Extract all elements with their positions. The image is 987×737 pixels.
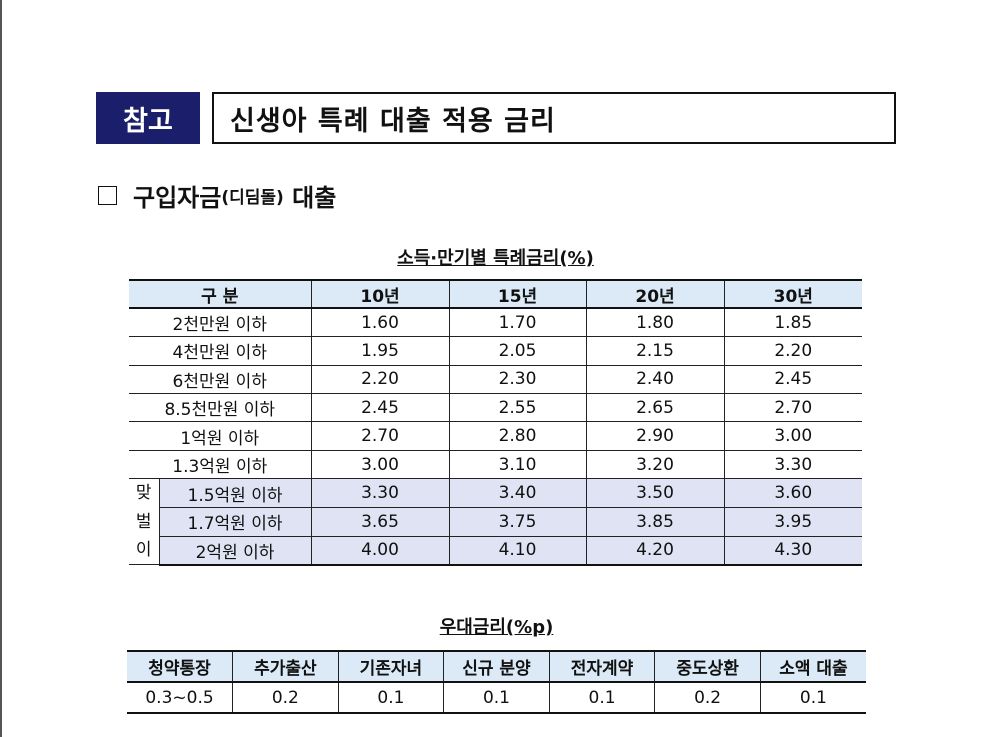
header-cell: 소액 대출	[759, 650, 866, 683]
income-bracket-label: 6천만원 이하	[129, 364, 312, 395]
header-cell: 신규 분양	[443, 650, 550, 683]
pref-rate-cell: 0.1	[337, 681, 445, 714]
pref-rate-cell: 0.2	[654, 681, 761, 714]
table-row: 1억원 이하 2.70 2.80 2.90 3.00	[129, 421, 863, 451]
pref-rate-cell: 0.1	[548, 681, 656, 714]
pref-rate-cell: 0.3~0.5	[127, 681, 234, 714]
rate-cell: 3.20	[585, 449, 725, 480]
rate-cell: 3.75	[448, 506, 587, 537]
rate-cell: 2.55	[448, 393, 587, 423]
table-row: 4천만원 이하 1.95 2.05 2.15 2.20	[129, 336, 863, 366]
header-cell-10y: 10년	[310, 278, 450, 310]
rate-cell: 1.70	[448, 307, 587, 338]
preferential-rate-table: 청약통장 추가출산 기존자녀 신규 분양 전자계약 중도상환 소액 대출 0.3…	[127, 650, 866, 714]
rate-cell: 2.90	[585, 421, 725, 451]
rate-cell: 2.70	[310, 421, 450, 451]
table-header-row: 청약통장 추가출산 기존자녀 신규 분양 전자계약 중도상환 소액 대출	[127, 650, 866, 683]
page-title-text: 신생아 특례 대출 적용 금리	[230, 105, 556, 137]
table-row: 8.5천만원 이하 2.45 2.55 2.65 2.70	[129, 393, 863, 423]
rate-cell: 3.60	[723, 478, 863, 508]
header-cell: 중도상환	[654, 650, 761, 683]
rate-cell: 2.20	[723, 336, 863, 366]
rate-cell: 1.60	[310, 307, 450, 338]
rate-cell: 3.40	[448, 478, 587, 508]
rate-cell: 1.85	[723, 307, 863, 338]
header-cell-20y: 20년	[585, 278, 725, 310]
dual-income-label: 맞 벌 이	[129, 478, 160, 566]
rate-cell: 1.95	[310, 336, 450, 366]
rate-cell: 2.05	[448, 336, 587, 366]
page-left-border	[0, 0, 2, 737]
header-cell: 전자계약	[548, 650, 656, 683]
rate-cell: 3.50	[585, 478, 725, 508]
table-row-dual-income: 1.7억원 이하 3.65 3.75 3.85 3.95	[129, 506, 863, 537]
pref-rate-cell: 0.1	[759, 681, 866, 714]
header-cell: 청약통장	[127, 650, 234, 683]
table-row-dual-income: 2억원 이하 4.00 4.10 4.20 4.30	[129, 535, 863, 566]
header-cell-15y: 15년	[448, 278, 587, 310]
section-title-main: 구입자금	[133, 184, 222, 212]
pref-table-caption: 우대금리(%p)	[439, 617, 554, 638]
table-row: 2천만원 이하 1.60 1.70 1.80 1.85	[129, 307, 863, 338]
rate-cell: 3.00	[723, 421, 863, 451]
table-row-dual-income: 맞 벌 이 1.5억원 이하 3.30 3.40 3.50 3.60	[129, 478, 863, 566]
rate-cell: 3.10	[448, 449, 587, 480]
rate-cell: 3.65	[310, 506, 450, 537]
rate-cell: 1.80	[585, 307, 725, 338]
rate-cell: 3.95	[723, 506, 863, 537]
rate-table-caption: 소득·만기별 특례금리(%)	[397, 248, 594, 269]
rate-cell: 3.30	[310, 478, 450, 508]
rate-cell: 2.30	[448, 364, 587, 395]
pref-rate-cell: 0.2	[232, 681, 339, 714]
income-bracket-label: 8.5천만원 이하	[129, 393, 312, 423]
income-bracket-label: 2억원 이하	[158, 535, 312, 566]
section-title-sub: (디딤돌)	[221, 188, 284, 208]
rate-cell: 2.15	[585, 336, 725, 366]
rate-cell: 2.20	[310, 364, 450, 395]
pref-rate-cell: 0.1	[443, 681, 550, 714]
income-bracket-label: 1.3억원 이하	[129, 449, 312, 480]
rate-cell: 2.40	[585, 364, 725, 395]
rate-cell: 3.30	[723, 449, 863, 480]
rate-cell: 4.10	[448, 535, 587, 566]
rate-cell: 4.20	[585, 535, 725, 566]
section-heading: 구입자금 (디딤돌) 대출	[98, 178, 336, 213]
income-bracket-label: 4천만원 이하	[129, 336, 312, 366]
rate-cell: 2.45	[723, 364, 863, 395]
page-title: 신생아 특례 대출 적용 금리	[212, 92, 896, 144]
table-row: 0.3~0.5 0.2 0.1 0.1 0.1 0.2 0.1	[127, 681, 866, 714]
square-bullet-icon	[98, 186, 117, 205]
rate-cell: 2.70	[723, 393, 863, 423]
dual-income-char: 이	[135, 540, 152, 561]
income-bracket-label: 2천만원 이하	[129, 307, 312, 338]
rate-cell: 4.00	[310, 535, 450, 566]
income-bracket-label: 1.7억원 이하	[158, 506, 312, 537]
rate-cell: 2.65	[585, 393, 725, 423]
reference-badge: 참고	[96, 92, 200, 144]
rate-cell: 3.85	[585, 506, 725, 537]
income-bracket-label: 1.5억원 이하	[158, 478, 312, 508]
section-title-tail: 대출	[283, 184, 337, 212]
rate-cell: 2.80	[448, 421, 587, 451]
table-row: 1.3억원 이하 3.00 3.10 3.20 3.30	[129, 449, 863, 480]
header-cell-30y: 30년	[723, 278, 863, 310]
header-cell: 기존자녀	[337, 650, 445, 683]
dual-income-char: 맞	[135, 483, 152, 504]
table-header-row: 구 분 10년 15년 20년 30년	[129, 278, 863, 310]
rate-cell: 3.00	[310, 449, 450, 480]
income-bracket-label: 1억원 이하	[129, 421, 312, 451]
special-rate-table: 구 분 10년 15년 20년 30년 2천만원 이하 1.60 1.70 1.…	[129, 278, 863, 566]
dual-income-char: 벌	[135, 511, 152, 532]
header-cell-category: 구 분	[129, 278, 312, 310]
header-cell: 추가출산	[232, 650, 339, 683]
rate-cell: 4.30	[723, 535, 863, 566]
table-row: 6천만원 이하 2.20 2.30 2.40 2.45	[129, 364, 863, 395]
rate-cell: 2.45	[310, 393, 450, 423]
